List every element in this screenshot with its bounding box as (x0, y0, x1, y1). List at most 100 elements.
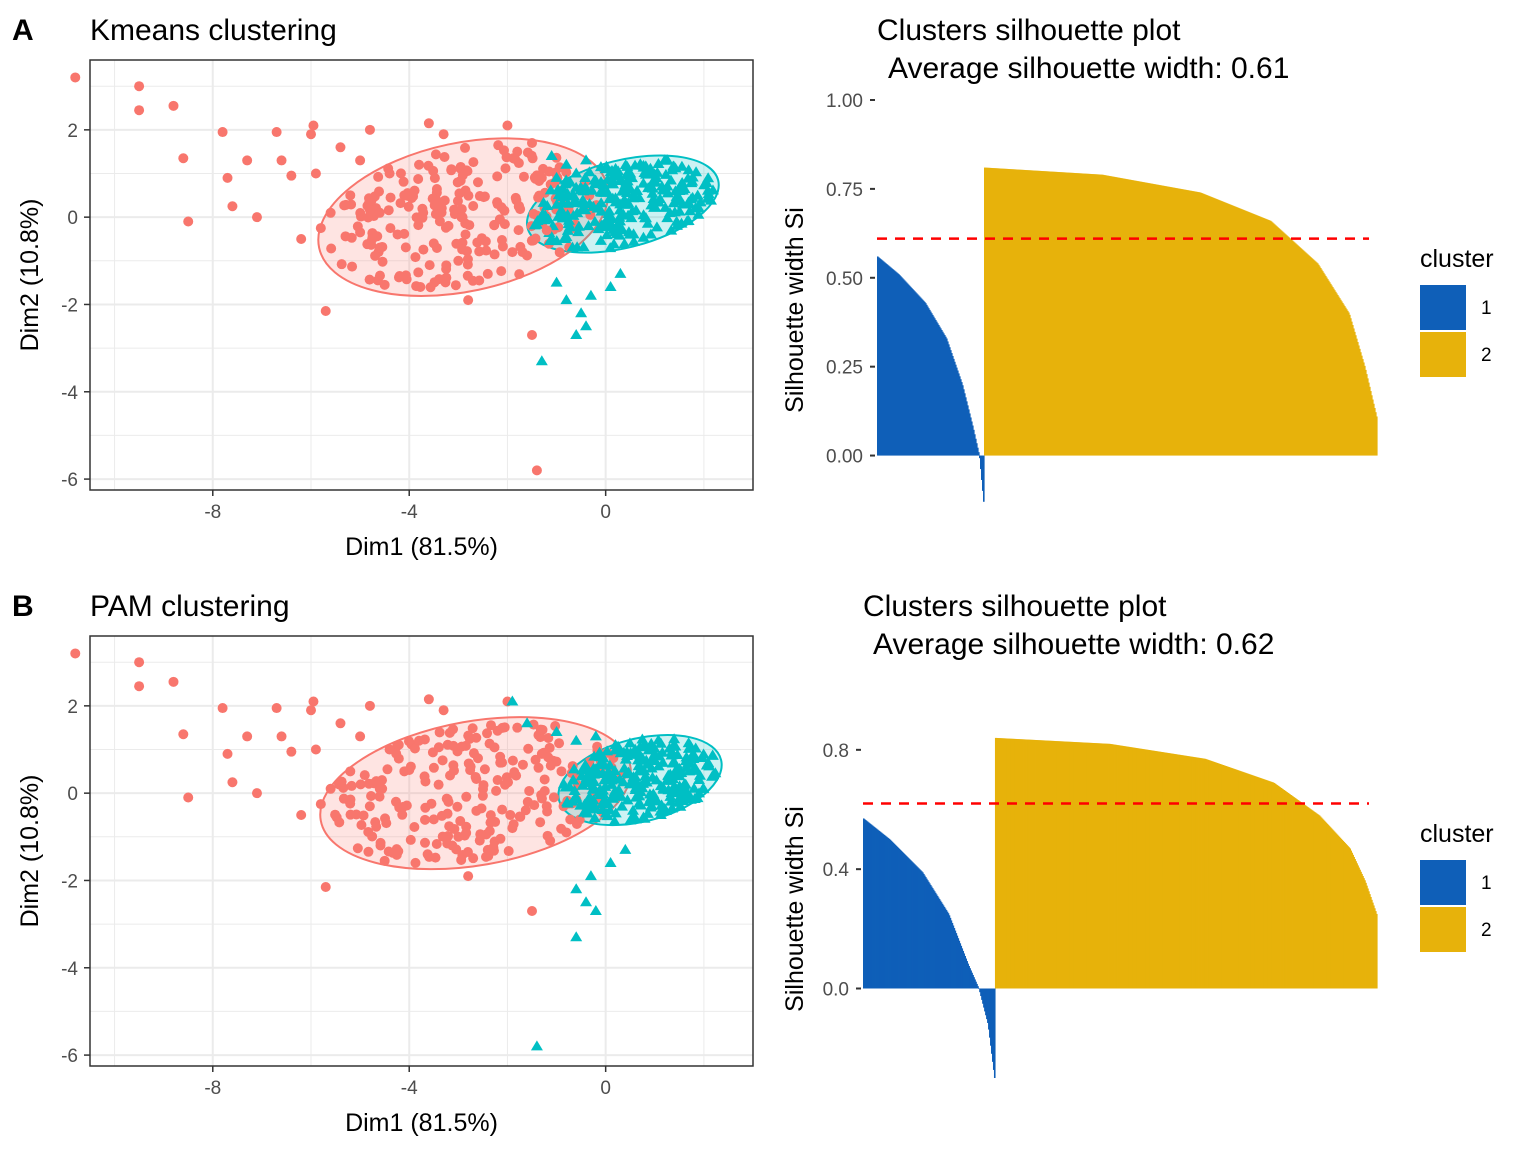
cluster-2-cloud-point (696, 751, 709, 762)
cluster-1-cloud-point (395, 168, 406, 179)
silhouette-bar-cluster-1 (914, 864, 916, 989)
silhouette-bar-cluster-2 (1148, 183, 1150, 456)
cluster-1-point (325, 783, 336, 794)
silhouette-bar-cluster-2 (1103, 743, 1105, 989)
silhouette-bar-cluster-2 (1072, 172, 1074, 456)
silhouette-bar-cluster-1 (964, 955, 967, 989)
cluster-1-cloud-point (515, 811, 526, 822)
cluster-2-cloud-point (607, 238, 620, 249)
silhouette-bar-cluster-2 (1225, 202, 1227, 456)
silhouette-bar-cluster-2 (1094, 174, 1096, 456)
silhouette-bar-cluster-2 (1290, 238, 1292, 456)
silhouette-bar-cluster-2 (1250, 212, 1252, 456)
cluster-2-cloud-point (608, 815, 621, 826)
cluster-2-cloud-point (667, 197, 680, 208)
cluster-1-cloud-point (375, 837, 386, 848)
cluster-1-cloud-point (359, 770, 370, 781)
cluster-1-cloud-point (346, 780, 357, 791)
silhouette-bar-cluster-1 (891, 268, 893, 456)
silhouette-bar-cluster-1 (937, 323, 939, 456)
silhouette-bar-cluster-2 (1320, 817, 1323, 989)
silhouette-bar-cluster-2 (1128, 179, 1130, 456)
cluster-1-cloud-point (513, 225, 524, 236)
silhouette-bar-cluster-1 (911, 287, 913, 456)
silhouette-bar-cluster-1 (961, 948, 964, 989)
kmeans-silhouette-title-line2: Average silhouette width: 0.61 (888, 52, 1289, 85)
silhouette-bar-cluster-2 (991, 167, 993, 456)
silhouette-bar-cluster-2 (1293, 797, 1295, 989)
silhouette-bar-cluster-1 (962, 385, 964, 456)
silhouette-bar-cluster-2 (1000, 738, 1003, 989)
cluster-2-point (604, 857, 617, 868)
silhouette-bar-cluster-2 (1287, 792, 1289, 989)
silhouette-bar-cluster-2 (1318, 264, 1320, 456)
cluster-2-point (629, 743, 642, 754)
cluster-1-cloud-point (392, 229, 403, 240)
panel-letter-a: A (12, 14, 34, 47)
silhouette-bar-cluster-2 (1097, 174, 1099, 456)
silhouette-bar-cluster-2 (1059, 741, 1062, 989)
silhouette-bar-cluster-2 (1144, 182, 1146, 456)
silhouette-bar-cluster-2 (1361, 355, 1363, 456)
silhouette-bar-cluster-2 (1243, 772, 1245, 989)
silhouette-bar-cluster-2 (1193, 191, 1195, 456)
cluster-1-cloud-point (427, 747, 438, 758)
silhouette-bar-cluster-2 (1349, 848, 1352, 989)
silhouette-bar-cluster-2 (1227, 203, 1229, 456)
silhouette-bar-cluster-2 (1172, 753, 1174, 989)
silhouette-bar-cluster-2 (1068, 741, 1071, 989)
silhouette-bar-cluster-2 (1300, 802, 1302, 989)
silhouette-bar-cluster-2 (1080, 742, 1083, 989)
silhouette-bar-cluster-2 (1320, 268, 1322, 456)
silhouette-bar-cluster-1 (941, 330, 943, 456)
silhouette-bar-cluster-2 (1046, 740, 1048, 989)
silhouette-bar-cluster-1 (989, 988, 991, 1038)
silhouette-bar-cluster-2 (1234, 206, 1236, 456)
silhouette-bar-cluster-2 (1337, 835, 1340, 989)
cluster-1-cloud-point (507, 755, 518, 766)
cluster-1-point (306, 705, 316, 716)
silhouette-bar-cluster-2 (1306, 253, 1308, 456)
silhouette-bar-cluster-2 (1216, 762, 1219, 989)
silhouette-bar-cluster-2 (1256, 776, 1259, 989)
cluster-1-point (183, 216, 194, 227)
cluster-1-cloud-point (367, 234, 378, 245)
cluster-2-cloud-point (607, 223, 620, 234)
silhouette-bar-cluster-1 (898, 274, 900, 456)
cluster-2-cloud-point (646, 187, 659, 198)
silhouette-bar-cluster-2 (1169, 186, 1171, 456)
silhouette-bar-cluster-2 (1363, 878, 1365, 989)
cluster-1-cloud-point (536, 793, 547, 804)
silhouette-bar-cluster-2 (1328, 280, 1330, 456)
silhouette-bar-cluster-2 (1009, 738, 1012, 989)
y-tick-label: 0 (67, 208, 78, 229)
silhouette-bar-cluster-2 (1332, 287, 1334, 456)
cluster-1-cloud-point (449, 823, 460, 834)
silhouette-bar-cluster-2 (1210, 760, 1213, 989)
cluster-2-cloud-point (659, 805, 672, 816)
cluster-1-point (70, 648, 81, 659)
silhouette-bar-cluster-1 (971, 972, 973, 989)
silhouette-bar-cluster-2 (1053, 740, 1055, 989)
silhouette-bar-cluster-2 (1173, 187, 1175, 456)
silhouette-bar-cluster-2 (1203, 758, 1206, 989)
cluster-1-point (536, 748, 547, 759)
silhouette-bar-cluster-2 (1257, 777, 1260, 989)
cluster-2-cloud-point (706, 770, 719, 781)
cluster-1-cloud-point (422, 849, 433, 860)
cluster-1-point (310, 744, 321, 755)
silhouette-bar-cluster-1 (950, 350, 952, 456)
cluster-2-cloud-point (609, 807, 622, 818)
silhouette-bar-cluster-2 (1185, 755, 1188, 989)
cluster-1-point (428, 238, 439, 249)
silhouette-bar-cluster-2 (1005, 168, 1007, 456)
silhouette-bar-cluster-2 (1357, 342, 1359, 456)
silhouette-bar-cluster-1 (927, 306, 929, 456)
silhouette-bar-cluster-2 (1147, 749, 1150, 989)
silhouette-bar-cluster-2 (1058, 741, 1061, 989)
cluster-1-cloud-point (500, 163, 511, 174)
cluster-1-point (453, 255, 464, 266)
silhouette-bar-cluster-2 (1081, 173, 1083, 456)
silhouette-bar-cluster-1 (980, 455, 982, 470)
cluster-1-point (507, 247, 518, 258)
